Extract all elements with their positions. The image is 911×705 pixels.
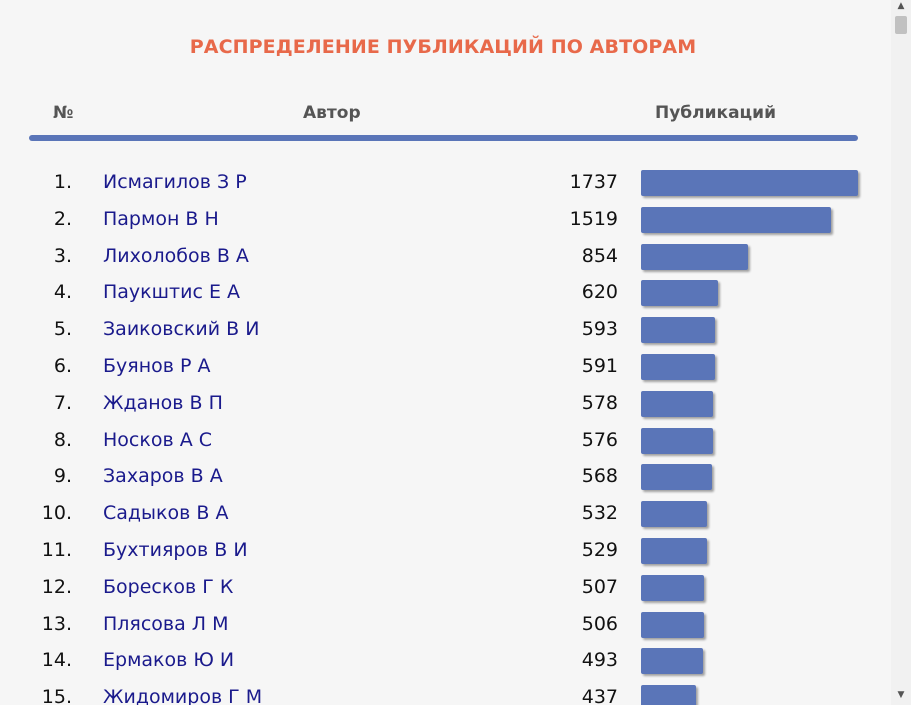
publication-bar: [641, 464, 712, 491]
publication-count: 532: [581, 502, 618, 525]
row-number: 10.: [41, 502, 72, 525]
publication-count: 507: [581, 575, 618, 598]
publication-count: 620: [581, 281, 618, 304]
author-link[interactable]: Плясова Л М: [103, 612, 229, 635]
publication-bar: [641, 501, 707, 528]
author-list: 1. Исмагилов З Р 1737 2. Пармон В Н 1519 3. Лих…: [0, 165, 886, 705]
scroll-up-arrow-icon[interactable]: ▲: [897, 1, 905, 11]
table-row: 12. Боресков Г К 507: [0, 570, 886, 607]
publication-bar: [641, 170, 858, 196]
row-number: 15.: [41, 686, 72, 705]
column-header-number: №: [53, 103, 74, 123]
table-row: 1. Исмагилов З Р 1737: [0, 165, 886, 202]
table-row: 10. Садыков В А 532: [0, 496, 886, 533]
table-row: 9. Захаров В А 568: [0, 459, 886, 496]
table-row: 15. Жидомиров Г М 437: [0, 680, 886, 705]
row-number: 14.: [41, 649, 72, 672]
author-link[interactable]: Пармон В Н: [103, 207, 219, 230]
publication-count: 593: [581, 318, 618, 341]
table-row: 8. Носков А С 576: [0, 423, 886, 460]
vertical-scrollbar[interactable]: ▲ ▼: [891, 0, 911, 705]
scrollbar-thumb[interactable]: [895, 16, 907, 34]
publication-count: 591: [581, 354, 618, 377]
table-row: 5. Заиковский В И 593: [0, 312, 886, 349]
column-header-publications: Публикаций: [655, 103, 776, 123]
publication-bar: [641, 243, 748, 270]
publication-count: 506: [581, 612, 618, 635]
author-link[interactable]: Заиковский В И: [103, 318, 260, 341]
author-link[interactable]: Лихолобов В А: [103, 244, 249, 267]
row-number: 9.: [53, 465, 72, 488]
publication-bar: [641, 574, 704, 601]
author-link[interactable]: Бухтияров В И: [103, 538, 248, 561]
author-link[interactable]: Буянов Р А: [103, 354, 211, 377]
row-number: 2.: [53, 207, 72, 230]
publication-count: 529: [581, 538, 618, 561]
scroll-down-arrow-icon[interactable]: ▼: [897, 690, 905, 700]
author-link[interactable]: Садыков В А: [103, 502, 229, 525]
publication-bar: [641, 648, 703, 675]
table-row: 7. Жданов В П 578: [0, 386, 886, 423]
row-number: 12.: [41, 575, 72, 598]
row-number: 4.: [53, 281, 72, 304]
column-header-author: Автор: [303, 103, 361, 123]
author-link[interactable]: Боресков Г К: [103, 575, 234, 598]
publication-bar: [641, 427, 713, 454]
header-divider: [29, 135, 858, 141]
author-link[interactable]: Носков А С: [103, 428, 212, 451]
row-number: 8.: [53, 428, 72, 451]
table-row: 4. Паукштис Е А 620: [0, 275, 886, 312]
publication-bar: [641, 317, 715, 344]
publication-count: 576: [581, 428, 618, 451]
publication-count: 1519: [569, 207, 618, 230]
row-number: 5.: [53, 318, 72, 341]
row-number: 3.: [53, 244, 72, 267]
row-number: 13.: [41, 612, 72, 635]
publication-bar: [641, 611, 704, 638]
table-row: 14. Ермаков Ю И 493: [0, 643, 886, 680]
publication-bar: [641, 537, 707, 564]
author-link[interactable]: Ермаков Ю И: [103, 649, 235, 672]
publication-count: 568: [581, 465, 618, 488]
table-row: 2. Пармон В Н 1519: [0, 202, 886, 239]
table-row: 3. Лихолобов В А 854: [0, 239, 886, 276]
table-row: 11. Бухтияров В И 529: [0, 533, 886, 570]
publication-count: 1737: [569, 171, 618, 193]
publication-bar: [641, 685, 696, 705]
publication-bar: [641, 280, 718, 307]
row-number: 1.: [53, 171, 72, 193]
publication-bar: [641, 353, 715, 380]
author-link[interactable]: Жданов В П: [103, 391, 223, 414]
row-number: 6.: [53, 354, 72, 377]
publication-count: 493: [581, 649, 618, 672]
row-number: 11.: [41, 538, 72, 561]
author-link[interactable]: Жидомиров Г М: [103, 686, 263, 705]
table-row: 6. Буянов Р А 591: [0, 349, 886, 386]
row-number: 7.: [53, 391, 72, 414]
author-link[interactable]: Паукштис Е А: [103, 281, 240, 304]
page-title: РАСПРЕДЕЛЕНИЕ ПУБЛИКАЦИЙ ПО АВТОРАМ: [189, 36, 697, 58]
publication-bar: [641, 390, 713, 417]
publication-bar: [641, 206, 831, 233]
publication-count: 578: [581, 391, 618, 414]
publication-count: 437: [581, 686, 618, 705]
publication-count: 854: [581, 244, 618, 267]
author-link[interactable]: Захаров В А: [103, 465, 223, 488]
author-link[interactable]: Исмагилов З Р: [103, 171, 247, 193]
table-row: 13. Плясова Л М 506: [0, 607, 886, 644]
